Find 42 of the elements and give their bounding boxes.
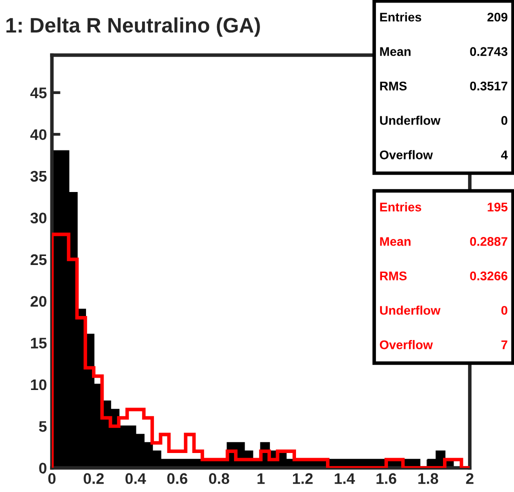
annotation: RMS — [380, 272, 407, 280]
text: 195 — [488, 202, 508, 212]
x-tick-label: 1.4 — [334, 473, 355, 484]
y-tick-label: 35 — [30, 170, 47, 182]
text: 0.2743 — [470, 47, 508, 56]
text: 0 — [501, 116, 508, 125]
annotation: RMS — [380, 82, 407, 90]
text: 7 — [501, 340, 508, 350]
x-tick-label: 1.8 — [418, 473, 438, 484]
x-tick-label: 1.2 — [292, 473, 313, 484]
x-tick-label: 1 — [258, 473, 265, 484]
annotation: Overflow — [380, 340, 433, 350]
x-tick-label: 0 — [48, 473, 56, 484]
text: 4 — [501, 150, 508, 160]
text: 209 — [487, 12, 508, 22]
annotation: Underflow — [380, 306, 440, 315]
y-tick-label: 25 — [30, 254, 47, 266]
annotation: Overflow — [380, 150, 433, 160]
text: Entries — [380, 12, 422, 22]
x-tick-label: 0.4 — [125, 473, 146, 484]
y-tick-label: 20 — [30, 296, 46, 307]
x-tick-label: 0.8 — [209, 473, 230, 484]
text: 0.3517 — [470, 82, 508, 90]
y-tick-label: 0 — [39, 462, 46, 474]
x-tick-label: 0.2 — [84, 473, 104, 484]
y-tick-label: 40 — [30, 129, 46, 140]
text: 0.3266 — [470, 272, 508, 280]
text: 0 — [501, 306, 508, 315]
x-tick-label: 1.6 — [376, 473, 396, 484]
y-tick-label: 15 — [31, 338, 47, 348]
y-tick-label: 5 — [39, 421, 47, 432]
y-tick-label: 30 — [30, 212, 46, 224]
annotation: Mean — [380, 47, 411, 56]
annotation: Entries — [380, 202, 422, 212]
x-tick-label: 2 — [466, 473, 474, 484]
y-tick-label: 45 — [30, 88, 47, 98]
text: 0.2887 — [470, 237, 508, 246]
annotation: Mean — [380, 237, 411, 246]
x-tick-label: 0.6 — [167, 473, 188, 484]
y-tick-label: 10 — [31, 379, 46, 390]
annotation: Underflow — [380, 116, 440, 125]
chart-title: 1: Delta R Neutralino (GA) — [6, 17, 260, 37]
